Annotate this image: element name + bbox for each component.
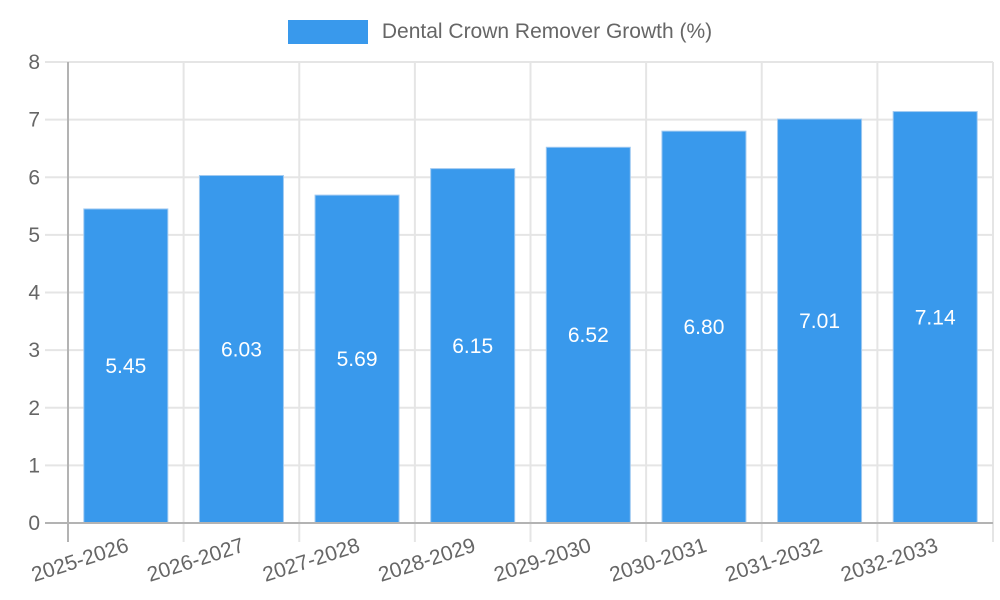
x-tick-label: 2030-2031	[607, 534, 710, 587]
bar-value-label: 7.14	[915, 306, 956, 329]
bar[interactable]	[661, 130, 747, 524]
bar-value-label: 6.52	[568, 324, 609, 347]
bar-value-label: 6.15	[452, 335, 493, 358]
x-tick-label: 2027-2028	[260, 534, 363, 587]
bar-value-label: 5.69	[337, 348, 378, 371]
y-tick-label: 4	[28, 282, 40, 305]
y-tick-label: 6	[28, 166, 40, 189]
legend-label: Dental Crown Remover Growth (%)	[381, 20, 713, 43]
legend-swatch	[287, 20, 368, 44]
y-tick-label: 1	[28, 454, 40, 477]
bar[interactable]	[892, 111, 978, 524]
bar[interactable]	[198, 175, 284, 524]
bar[interactable]	[545, 146, 631, 524]
bar-value-label: 7.01	[799, 310, 840, 333]
bar[interactable]	[430, 168, 516, 524]
bar[interactable]	[314, 194, 400, 524]
bar[interactable]	[777, 118, 863, 524]
x-tick-label: 2032-2033	[838, 534, 941, 587]
x-tick-label: 2029-2030	[491, 534, 594, 587]
y-tick-label: 0	[28, 512, 40, 535]
y-tick-label: 2	[28, 397, 40, 420]
y-tick-label: 7	[28, 109, 40, 132]
bar-value-label: 5.45	[105, 355, 146, 378]
bar[interactable]	[83, 208, 169, 524]
bar-value-label: 6.80	[684, 316, 725, 339]
y-tick-label: 3	[28, 339, 40, 362]
x-tick-label: 2026-2027	[144, 534, 247, 587]
y-tick-label: 5	[28, 224, 40, 247]
x-tick-label: 2031-2032	[722, 534, 825, 587]
x-tick-label: 2025-2026	[29, 534, 132, 587]
bar-value-label: 6.03	[221, 338, 262, 361]
x-tick-label: 2028-2029	[376, 534, 479, 587]
chart-legend[interactable]: Dental Crown Remover Growth (%)	[0, 20, 1000, 44]
y-tick-label: 8	[28, 51, 40, 74]
